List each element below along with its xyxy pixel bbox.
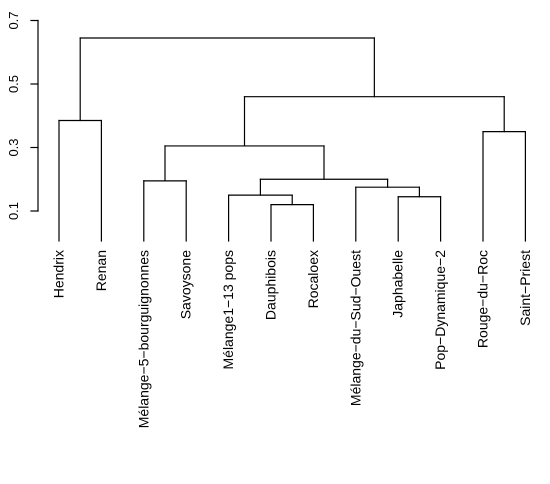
leaf-label-5: Dauphibois (263, 250, 279, 320)
leaf-label-0: Hendrix (51, 250, 67, 298)
leaf-label-1: Renan (93, 250, 109, 291)
leaf-label-9: Pop−Dynamique−2 (432, 250, 448, 370)
leaf-label-8: Japhabelle (390, 250, 406, 318)
leaf-label-6: Rocaloex (305, 250, 321, 308)
y-tick-label-3: 0.7 (6, 11, 21, 29)
leaf-label-2: Mélange−5−bourguignonnes (135, 250, 151, 428)
leaf-label-11: Saint−Priest (517, 250, 533, 326)
leaf-label-3: Savoysone (178, 250, 194, 319)
y-tick-label-1: 0.3 (6, 138, 21, 156)
leaf-label-10: Rouge−du−Roc (475, 250, 491, 348)
y-tick-label-0: 0.1 (6, 202, 21, 220)
y-tick-label-2: 0.5 (6, 75, 21, 93)
leaf-label-7: Mélange−du−Sud−Ouest (347, 250, 363, 406)
leaf-label-4: Mélange1−13 pops (220, 250, 236, 370)
